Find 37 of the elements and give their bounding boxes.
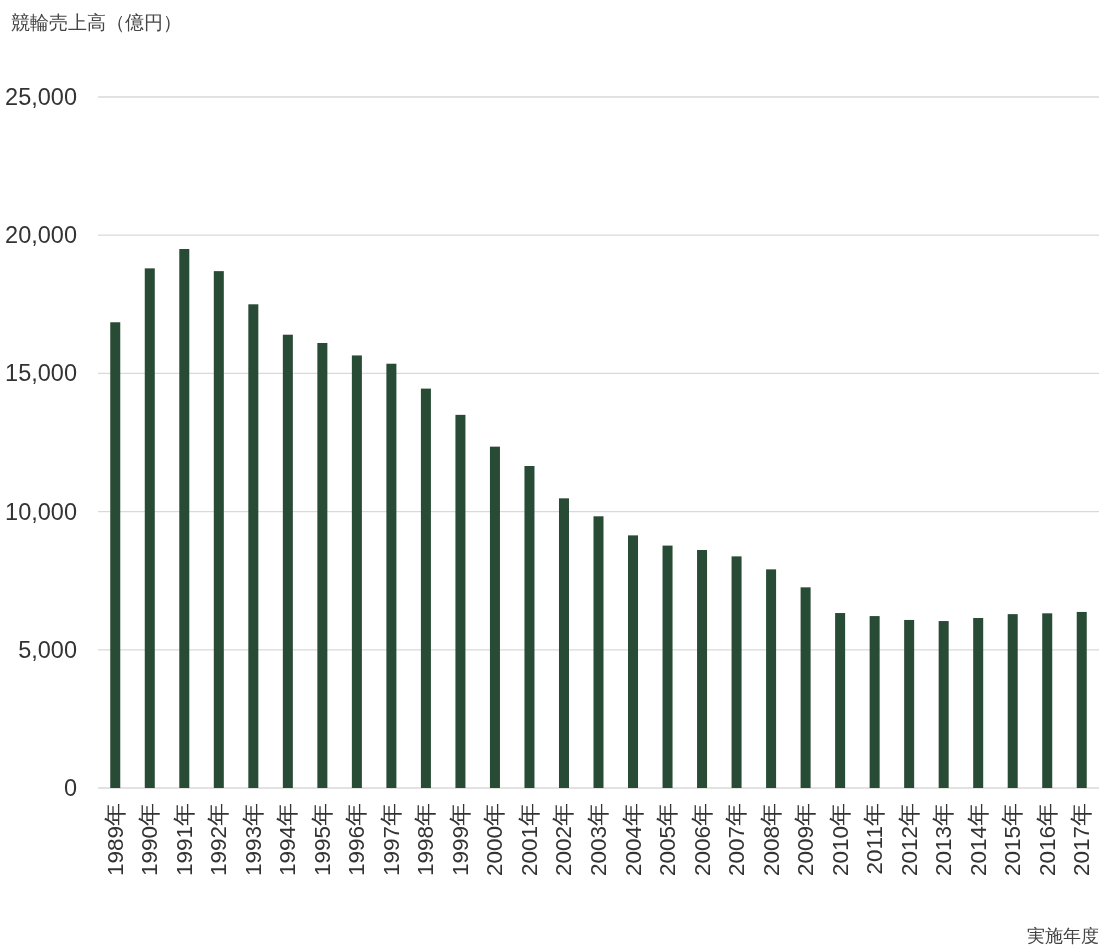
x-tick-label: 1997年	[378, 803, 404, 877]
x-tick-label: 1989年	[102, 803, 128, 877]
x-tick-label: 1999年	[447, 803, 473, 877]
x-tick-label: 1992年	[206, 803, 232, 877]
x-tick-label: 2000年	[482, 803, 508, 877]
x-tick-label: 2014年	[965, 803, 991, 877]
x-tick-label: 1998年	[413, 803, 439, 877]
x-tick-label: 2012年	[896, 803, 922, 877]
y-tick-label: 10,000	[5, 498, 77, 525]
y-axis-title: 競輪売上高（億円）	[11, 11, 182, 33]
x-tick-label: 2007年	[724, 803, 750, 877]
x-tick-label: 2016年	[1034, 803, 1060, 877]
y-tick-label: 25,000	[5, 84, 77, 110]
y-tick-label: 0	[63, 775, 77, 801]
y-tick-label: 20,000	[5, 222, 77, 249]
x-tick-label: 2004年	[620, 803, 646, 877]
x-tick-label: 2005年	[655, 803, 681, 877]
x-tick-label: 2001年	[516, 803, 542, 877]
y-tick-label: 5,000	[18, 636, 77, 663]
x-tick-label: 2013年	[931, 803, 957, 877]
x-tick-label: 2008年	[758, 803, 784, 877]
x-axis-title: 実施年度	[1027, 926, 1099, 946]
x-tick-label: 2011年	[862, 803, 888, 875]
x-tick-label: 2003年	[586, 803, 611, 877]
x-tick-label: 1994年	[275, 803, 301, 877]
x-tick-label: 1996年	[344, 803, 370, 877]
x-tick-label: 2015年	[1000, 803, 1026, 877]
x-tick-label: 1993年	[240, 803, 266, 877]
x-tick-label: 1990年	[137, 803, 163, 877]
x-tick-label: 1991年	[171, 803, 197, 877]
y-tick-label: 15,000	[5, 360, 77, 387]
x-tick-label: 2009年	[793, 803, 819, 877]
x-tick-label: 2002年	[551, 803, 577, 877]
x-tick-label: 2006年	[689, 803, 715, 877]
x-tick-label: 2010年	[827, 803, 853, 877]
x-tick-label: 2017年	[1069, 803, 1095, 877]
x-tick-label: 1995年	[309, 803, 335, 877]
